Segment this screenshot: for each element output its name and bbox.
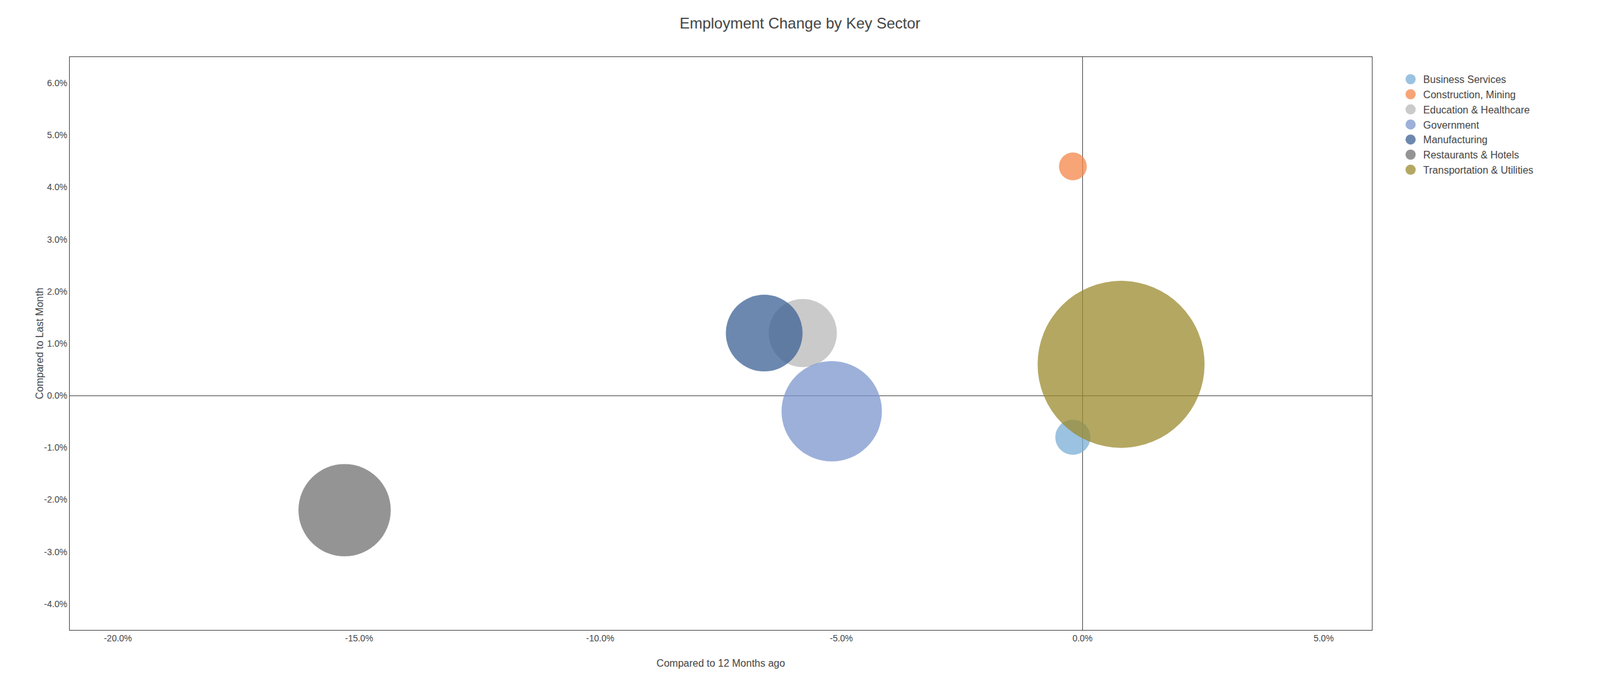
- svg-text:3.0%: 3.0%: [46, 234, 68, 245]
- svg-text:Compared to Last Month: Compared to Last Month: [34, 287, 45, 400]
- svg-text:1.0%: 1.0%: [46, 338, 68, 349]
- svg-text:Compared to 12 Months ago: Compared to 12 Months ago: [656, 657, 786, 669]
- svg-text:5.0%: 5.0%: [1313, 633, 1334, 644]
- svg-text:4.0%: 4.0%: [46, 181, 68, 192]
- svg-text:-2.0%: -2.0%: [44, 494, 68, 505]
- svg-text:Manufacturing: Manufacturing: [1423, 134, 1488, 146]
- svg-text:-15.0%: -15.0%: [344, 633, 373, 644]
- svg-text:Business Services: Business Services: [1423, 74, 1507, 85]
- svg-text:-5.0%: -5.0%: [829, 633, 853, 644]
- svg-text:0.0%: 0.0%: [46, 390, 68, 401]
- svg-text:6.0%: 6.0%: [46, 77, 68, 89]
- svg-text:0.0%: 0.0%: [1072, 633, 1093, 644]
- svg-text:-4.0%: -4.0%: [44, 598, 68, 609]
- svg-text:Employment Change by Key Secto: Employment Change by Key Sector: [679, 14, 921, 32]
- svg-text:Construction, Mining: Construction, Mining: [1423, 89, 1516, 101]
- svg-text:Government: Government: [1423, 119, 1480, 131]
- svg-text:2.0%: 2.0%: [46, 286, 68, 297]
- svg-text:-20.0%: -20.0%: [103, 633, 132, 644]
- svg-text:Transportation & Utilities: Transportation & Utilities: [1423, 164, 1534, 176]
- svg-text:Education & Healthcare: Education & Healthcare: [1423, 104, 1530, 116]
- svg-text:Restaurants & Hotels: Restaurants & Hotels: [1423, 149, 1519, 161]
- svg-text:-1.0%: -1.0%: [44, 442, 68, 453]
- svg-text:-10.0%: -10.0%: [586, 633, 615, 644]
- svg-text:5.0%: 5.0%: [46, 129, 68, 141]
- svg-text:-3.0%: -3.0%: [44, 546, 68, 557]
